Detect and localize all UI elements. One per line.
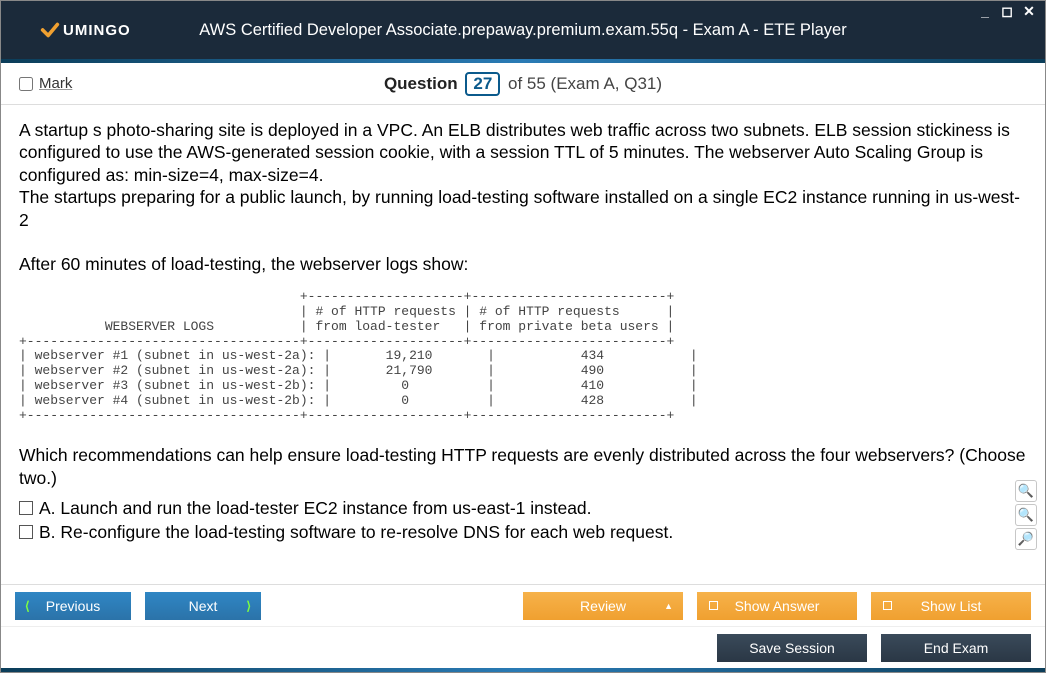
- minimize-button[interactable]: _: [975, 3, 995, 19]
- question-counter: Question 27 of 55 (Exam A, Q31): [1, 72, 1045, 96]
- footer-accent: [1, 668, 1045, 672]
- maximize-button[interactable]: ◻: [997, 3, 1017, 19]
- show-answer-button[interactable]: Show Answer: [697, 592, 857, 620]
- question-content: A startup s photo-sharing site is deploy…: [1, 105, 1045, 584]
- question-header: Mark Question 27 of 55 (Exam A, Q31): [1, 63, 1045, 105]
- answer-options: A. Launch and run the load-tester EC2 in…: [19, 497, 1027, 543]
- save-session-button[interactable]: Save Session: [717, 634, 867, 662]
- window-title: AWS Certified Developer Associate.prepaw…: [1, 21, 1045, 40]
- nav-bar: ⟨ Previous Next ⟩ Review ▲ Show Answer S…: [1, 584, 1045, 626]
- question-para-4: Which recommendations can help ensure lo…: [19, 444, 1027, 489]
- zoom-reset-button[interactable]: 🔍: [1015, 480, 1037, 502]
- save-session-label: Save Session: [749, 640, 835, 656]
- app-logo: UMINGO: [39, 19, 131, 41]
- logs-table: +--------------------+------------------…: [19, 290, 1027, 424]
- question-number: 27: [465, 72, 500, 96]
- triangle-up-icon: ▲: [664, 601, 673, 611]
- session-bar: Save Session End Exam: [1, 626, 1045, 668]
- window-controls: _ ◻ ✕: [975, 3, 1039, 19]
- show-answer-label: Show Answer: [735, 598, 820, 614]
- previous-label: Previous: [46, 598, 100, 614]
- show-list-label: Show List: [921, 598, 982, 614]
- next-label: Next: [189, 598, 218, 614]
- end-exam-button[interactable]: End Exam: [881, 634, 1031, 662]
- checkbox-icon[interactable]: [19, 501, 33, 515]
- review-button[interactable]: Review ▲: [523, 592, 683, 620]
- question-word: Question: [384, 74, 458, 93]
- show-list-button[interactable]: Show List: [871, 592, 1031, 620]
- question-para-1: A startup s photo-sharing site is deploy…: [19, 119, 1027, 186]
- logs-ascii-table: +--------------------+------------------…: [19, 290, 1027, 424]
- option-b-text: B. Re-configure the load-testing softwar…: [39, 521, 673, 543]
- previous-button[interactable]: ⟨ Previous: [15, 592, 131, 620]
- zoom-in-button[interactable]: 🔍: [1015, 504, 1037, 526]
- option-b[interactable]: B. Re-configure the load-testing softwar…: [19, 521, 1027, 543]
- end-exam-label: End Exam: [924, 640, 989, 656]
- chevron-right-icon: ⟩: [246, 599, 251, 613]
- logo-check-icon: [39, 19, 61, 41]
- square-icon: [709, 601, 718, 610]
- question-para-2: The startups preparing for a public laun…: [19, 186, 1027, 231]
- close-button[interactable]: ✕: [1019, 3, 1039, 19]
- square-icon: [883, 601, 892, 610]
- option-a[interactable]: A. Launch and run the load-tester EC2 in…: [19, 497, 1027, 519]
- logo-text: UMINGO: [63, 22, 131, 39]
- question-para-3: After 60 minutes of load-testing, the we…: [19, 253, 1027, 275]
- review-label: Review: [580, 598, 626, 614]
- next-button[interactable]: Next ⟩: [145, 592, 261, 620]
- question-total: of 55 (Exam A, Q31): [508, 74, 662, 93]
- content-fade: [1, 568, 1045, 584]
- zoom-tools: 🔍 🔍 🔎: [1015, 480, 1037, 550]
- title-bar: UMINGO AWS Certified Developer Associate…: [1, 1, 1045, 63]
- zoom-out-button[interactable]: 🔎: [1015, 528, 1037, 550]
- chevron-left-icon: ⟨: [25, 599, 30, 613]
- option-a-text: A. Launch and run the load-tester EC2 in…: [39, 497, 592, 519]
- checkbox-icon[interactable]: [19, 525, 33, 539]
